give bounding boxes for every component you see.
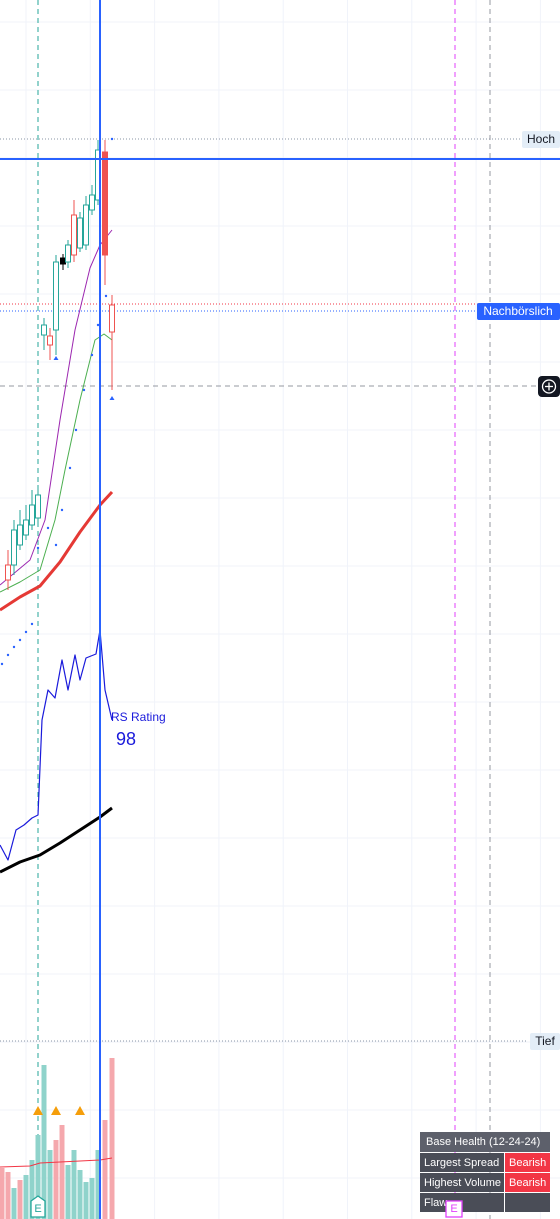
table-cell: Flaw [424, 1197, 447, 1209]
table-cell-bg [505, 1173, 550, 1192]
stop-dot [82, 388, 86, 392]
candle-body [77, 217, 83, 249]
table-cell-bg [420, 1173, 504, 1192]
stop-dot [74, 428, 78, 432]
after-hours-text: Nachbörslich [483, 304, 552, 318]
table-cell: Highest Volume [424, 1177, 501, 1189]
volume-bar [5, 1172, 11, 1219]
table-header-bg [420, 1132, 550, 1152]
high-label: Hoch [522, 131, 560, 148]
volume-bar [89, 1178, 95, 1219]
candle-body [60, 257, 66, 265]
volume-bar [47, 1150, 53, 1219]
candle-body [89, 194, 95, 211]
earnings-badge[interactable] [30, 1195, 46, 1218]
candle-body [102, 151, 108, 256]
after-hours-box [477, 303, 560, 320]
table-cell: Largest Spread [424, 1157, 499, 1169]
candle-body [83, 204, 89, 246]
earnings-marker[interactable]: E [30, 1195, 46, 1218]
volume-bar [11, 1188, 17, 1219]
volume-bar [83, 1182, 89, 1219]
candle-body [29, 504, 35, 526]
signal-triangle [53, 356, 59, 360]
volume-bar [77, 1170, 83, 1219]
volume-bar [59, 1125, 65, 1219]
volume-bar [41, 1065, 47, 1219]
stop-dot [6, 653, 10, 657]
volume-bar [17, 1180, 23, 1219]
volume-bar [29, 1160, 35, 1219]
earnings-text: E [34, 1203, 41, 1215]
stop-dot [46, 526, 50, 530]
table-title: Base Health (12-24-24) [426, 1136, 540, 1148]
volume-bar [71, 1150, 77, 1219]
high-label-text: Hoch [527, 132, 555, 146]
volume-bar [102, 1120, 108, 1219]
signal-triangle [75, 1106, 85, 1115]
table-cell: Bearish [509, 1157, 546, 1169]
table-cell-bg [420, 1153, 504, 1172]
stop-dot [104, 294, 108, 298]
stop-dot [18, 638, 22, 642]
stop-dot [36, 546, 40, 550]
stop-dot [54, 543, 58, 547]
volume-bar [109, 1058, 115, 1219]
relative-strength-line [0, 629, 113, 861]
stop-dot [90, 353, 94, 357]
low-label-box [530, 1033, 560, 1050]
signal-triangle [109, 396, 115, 400]
volume-bar [53, 1140, 59, 1219]
earnings-text: E [450, 1203, 457, 1215]
candle-body [5, 564, 11, 581]
volume-bar [95, 1150, 101, 1219]
low-label: Tief [530, 1033, 560, 1050]
low-label-text: Tief [535, 1034, 555, 1048]
signal-triangle [51, 1106, 61, 1115]
earnings-marker[interactable]: E [445, 1200, 463, 1218]
candle-body [109, 304, 115, 333]
stop-dot [60, 508, 64, 512]
volume-bar [0, 1168, 5, 1219]
earnings-badge[interactable] [445, 1200, 463, 1218]
stop-dot [96, 323, 100, 327]
table-cell-bg [505, 1193, 550, 1212]
candle-body [65, 244, 71, 263]
candle-body [35, 494, 41, 519]
candle-body [23, 519, 29, 536]
volume-bar [35, 1135, 41, 1219]
stop-dot [12, 645, 16, 649]
table-cell: Bearish [509, 1177, 546, 1189]
candle-body [71, 214, 77, 256]
candle-body [17, 524, 23, 546]
stop-dot [68, 466, 72, 470]
rs-rating-label: RS Rating [111, 710, 166, 724]
stop-dot [24, 630, 28, 634]
candle-body [41, 324, 47, 336]
stop-dot [110, 137, 114, 141]
add-button-circle [541, 379, 557, 394]
candle-body [47, 335, 53, 346]
table-cell-bg [505, 1153, 550, 1172]
base-health-table: Base Health (12-24-24) Largest Spread Be… [420, 1132, 550, 1212]
rs-rating-value: 98 [116, 729, 136, 749]
volume-bar [65, 1165, 71, 1219]
candle-body [53, 261, 59, 331]
high-label-box [522, 131, 560, 148]
moving-average [0, 229, 113, 586]
signal-triangle [33, 1106, 43, 1115]
stop-dot [0, 662, 4, 666]
candle-body [11, 529, 17, 566]
crosshair-add-button[interactable] [538, 376, 560, 397]
stop-dot [30, 622, 34, 626]
after-hours-label: Nachbörslich [477, 303, 560, 320]
volume-bar [23, 1175, 29, 1219]
